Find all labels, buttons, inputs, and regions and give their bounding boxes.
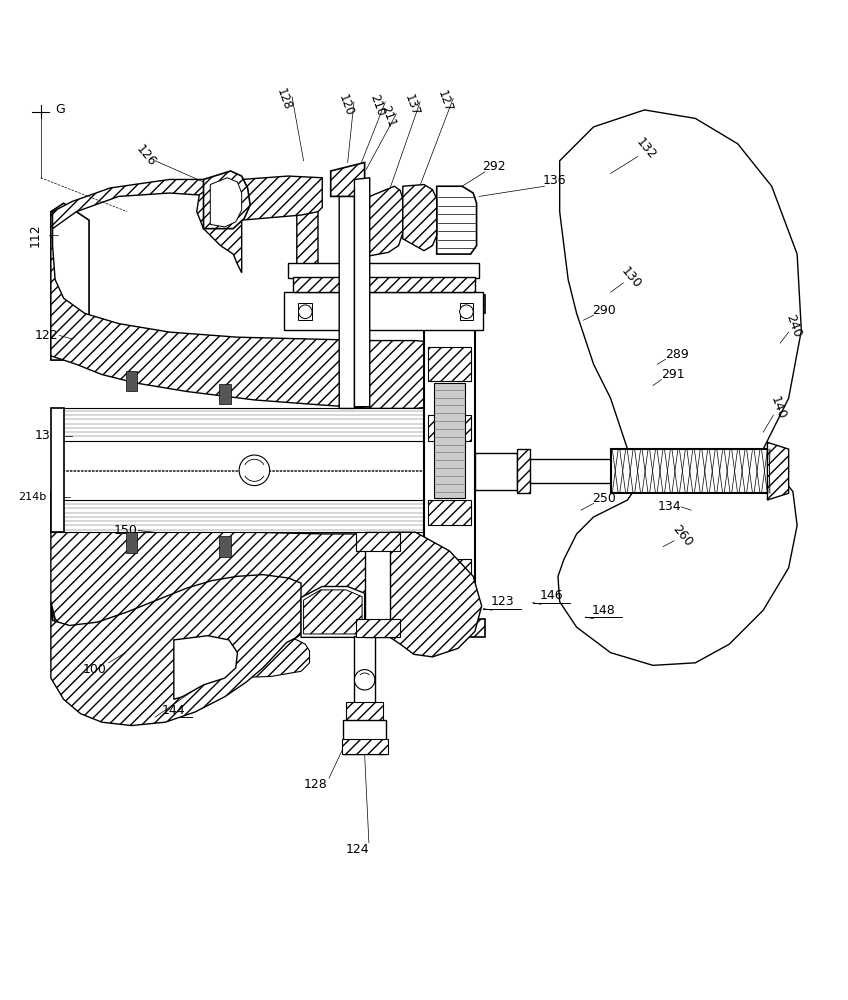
Text: 260: 260 bbox=[670, 522, 695, 549]
Polygon shape bbox=[284, 292, 483, 330]
Polygon shape bbox=[204, 171, 250, 229]
Polygon shape bbox=[51, 203, 89, 360]
Polygon shape bbox=[298, 303, 312, 320]
Polygon shape bbox=[428, 559, 471, 593]
Text: G: G bbox=[55, 103, 64, 116]
Polygon shape bbox=[414, 619, 485, 637]
Polygon shape bbox=[414, 295, 485, 313]
Text: 138: 138 bbox=[35, 429, 59, 442]
Text: 112: 112 bbox=[29, 224, 42, 247]
Circle shape bbox=[239, 455, 270, 486]
Polygon shape bbox=[354, 178, 370, 407]
Text: 134: 134 bbox=[658, 500, 682, 513]
Polygon shape bbox=[475, 459, 611, 483]
Text: 250: 250 bbox=[592, 492, 616, 505]
Polygon shape bbox=[356, 532, 400, 551]
Text: 240: 240 bbox=[784, 313, 804, 340]
Polygon shape bbox=[301, 586, 365, 637]
Polygon shape bbox=[370, 186, 403, 256]
Text: 148: 148 bbox=[592, 604, 616, 617]
Text: 289: 289 bbox=[665, 348, 689, 361]
Text: 214b: 214b bbox=[18, 492, 47, 502]
Text: 292: 292 bbox=[483, 160, 506, 173]
Polygon shape bbox=[51, 408, 458, 441]
Text: 127: 127 bbox=[435, 89, 455, 114]
Polygon shape bbox=[304, 590, 362, 634]
Text: 137: 137 bbox=[402, 92, 422, 118]
Polygon shape bbox=[339, 178, 354, 408]
Polygon shape bbox=[343, 720, 386, 754]
Text: 210: 210 bbox=[367, 92, 388, 118]
Text: 100: 100 bbox=[83, 663, 107, 676]
Text: 126: 126 bbox=[133, 142, 159, 169]
Text: 132: 132 bbox=[633, 136, 659, 162]
Text: 211: 211 bbox=[378, 104, 399, 129]
Text: 146: 146 bbox=[539, 589, 563, 602]
Polygon shape bbox=[517, 449, 530, 493]
Polygon shape bbox=[424, 313, 475, 619]
Polygon shape bbox=[51, 500, 458, 532]
Text: 140: 140 bbox=[768, 395, 789, 422]
Text: 150: 150 bbox=[114, 524, 137, 537]
Polygon shape bbox=[331, 162, 365, 196]
Polygon shape bbox=[356, 619, 400, 637]
Polygon shape bbox=[354, 636, 375, 720]
Polygon shape bbox=[558, 459, 797, 665]
Polygon shape bbox=[53, 610, 310, 678]
Polygon shape bbox=[365, 532, 390, 637]
Polygon shape bbox=[51, 212, 458, 408]
Polygon shape bbox=[428, 347, 471, 381]
Polygon shape bbox=[126, 532, 137, 553]
Text: 123: 123 bbox=[490, 595, 514, 608]
Polygon shape bbox=[428, 415, 471, 441]
Polygon shape bbox=[390, 532, 482, 657]
Text: 128: 128 bbox=[274, 87, 294, 112]
Polygon shape bbox=[434, 383, 465, 498]
Circle shape bbox=[354, 670, 375, 690]
Polygon shape bbox=[51, 492, 458, 653]
Polygon shape bbox=[288, 263, 479, 278]
Circle shape bbox=[460, 305, 473, 319]
Text: 128: 128 bbox=[304, 778, 327, 791]
Polygon shape bbox=[437, 186, 477, 254]
Polygon shape bbox=[293, 277, 475, 292]
Polygon shape bbox=[174, 636, 237, 699]
Text: 120: 120 bbox=[336, 92, 356, 118]
Text: 130: 130 bbox=[618, 265, 644, 291]
Text: 291: 291 bbox=[661, 368, 684, 381]
Polygon shape bbox=[53, 179, 318, 229]
Polygon shape bbox=[219, 384, 231, 404]
Polygon shape bbox=[126, 371, 137, 391]
Text: 290: 290 bbox=[592, 304, 616, 317]
Polygon shape bbox=[219, 536, 231, 557]
Polygon shape bbox=[560, 110, 801, 483]
Text: 136: 136 bbox=[543, 174, 566, 187]
Polygon shape bbox=[403, 185, 437, 251]
Polygon shape bbox=[51, 575, 301, 726]
Polygon shape bbox=[767, 442, 789, 500]
Circle shape bbox=[298, 305, 312, 319]
Polygon shape bbox=[611, 449, 772, 493]
Polygon shape bbox=[197, 176, 322, 273]
Polygon shape bbox=[460, 303, 473, 320]
Polygon shape bbox=[428, 500, 471, 525]
Polygon shape bbox=[342, 739, 388, 754]
Polygon shape bbox=[475, 453, 517, 490]
Text: 144: 144 bbox=[162, 704, 186, 717]
Polygon shape bbox=[210, 178, 242, 227]
Polygon shape bbox=[346, 702, 383, 722]
Text: 124: 124 bbox=[346, 843, 370, 856]
Text: 122: 122 bbox=[35, 329, 59, 342]
Polygon shape bbox=[51, 408, 64, 532]
Polygon shape bbox=[297, 195, 318, 273]
